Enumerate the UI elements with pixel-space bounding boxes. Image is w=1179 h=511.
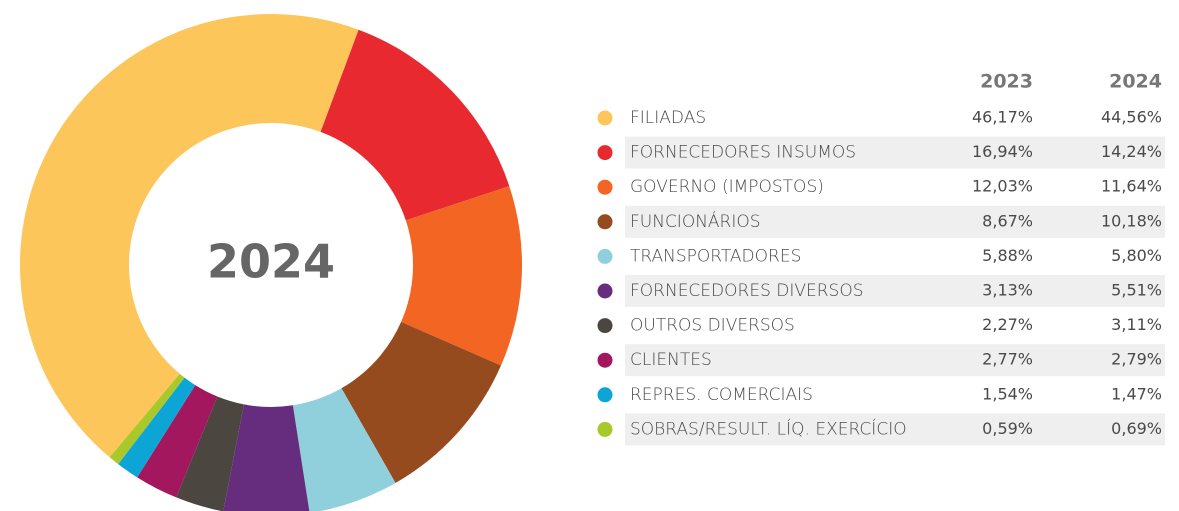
donut-slice <box>223 404 310 511</box>
legend-dot <box>597 214 613 230</box>
legend-dot <box>597 387 613 403</box>
value-label: 44,56% <box>1101 108 1162 127</box>
legend-label: GOVERNO (IMPOSTOS) <box>630 177 824 197</box>
donut-slice <box>109 373 185 465</box>
donut-slice <box>341 321 501 483</box>
value-label: 12,03% <box>972 177 1033 196</box>
donut <box>19 13 522 511</box>
value-label: 46,17% <box>972 108 1033 127</box>
value-label: 5,51% <box>1111 281 1162 300</box>
column-header: 2024 <box>1109 71 1162 93</box>
value-label: 3,13% <box>982 281 1033 300</box>
row-band <box>625 136 1165 169</box>
legend-label: REPRES. COMERCIAIS <box>630 385 813 405</box>
legend-dot <box>597 110 613 126</box>
legend-dot <box>597 179 613 195</box>
value-label: 0,69% <box>1111 419 1162 438</box>
value-label: 8,67% <box>982 211 1033 230</box>
donut-slice <box>176 396 244 511</box>
value-label: 2,79% <box>1111 350 1162 369</box>
donut-slice <box>292 388 396 511</box>
legend-label: OUTROS DIVERSOS <box>630 316 795 336</box>
row-band <box>625 344 1165 377</box>
value-label: 2,77% <box>982 350 1033 369</box>
legend-dot <box>597 318 613 334</box>
row-band <box>625 205 1165 238</box>
legend-table: 2023 2024 FILIADAS 46,17% 44,56% FORNECEDORES… <box>597 71 1165 446</box>
row-band <box>625 413 1165 446</box>
donut-slice <box>118 377 196 478</box>
value-label: 10,18% <box>1101 211 1162 230</box>
value-label: 2,27% <box>982 315 1033 334</box>
row-band <box>625 275 1165 307</box>
value-label: 1,54% <box>982 384 1033 403</box>
legend-dot <box>597 248 613 264</box>
legend-label: FORNECEDORES DIVERSOS <box>630 281 864 301</box>
legend-dot <box>597 421 613 437</box>
donut-slice <box>320 29 510 221</box>
legend-dot <box>597 145 613 161</box>
column-header: 2023 <box>980 71 1033 93</box>
center-label: 2024 <box>207 235 335 289</box>
legend-label: FORNECEDORES INSUMOS <box>630 143 856 163</box>
value-label: 0,59% <box>982 419 1033 438</box>
legend-label: FUNCIONÁRIOS <box>630 210 761 232</box>
donut-slice <box>401 186 522 366</box>
legend-label: TRANSPORTADORES <box>630 246 801 266</box>
value-label: 11,64% <box>1101 177 1162 196</box>
value-label: 16,94% <box>972 142 1033 161</box>
value-label: 5,88% <box>982 246 1033 265</box>
donut-slice <box>19 13 359 458</box>
value-label: 14,24% <box>1101 142 1162 161</box>
legend-label: FILIADAS <box>630 108 706 128</box>
value-label: 3,11% <box>1111 315 1162 334</box>
legend-label: CLIENTES <box>630 350 712 370</box>
legend-dot <box>597 283 613 299</box>
legend-dot <box>597 352 613 368</box>
legend-label: SOBRAS/RESULT. LÍQ. EXERCÍCIO <box>630 417 907 439</box>
value-label: 1,47% <box>1111 384 1162 403</box>
value-label: 5,80% <box>1111 246 1162 265</box>
donut-slice <box>137 385 218 498</box>
